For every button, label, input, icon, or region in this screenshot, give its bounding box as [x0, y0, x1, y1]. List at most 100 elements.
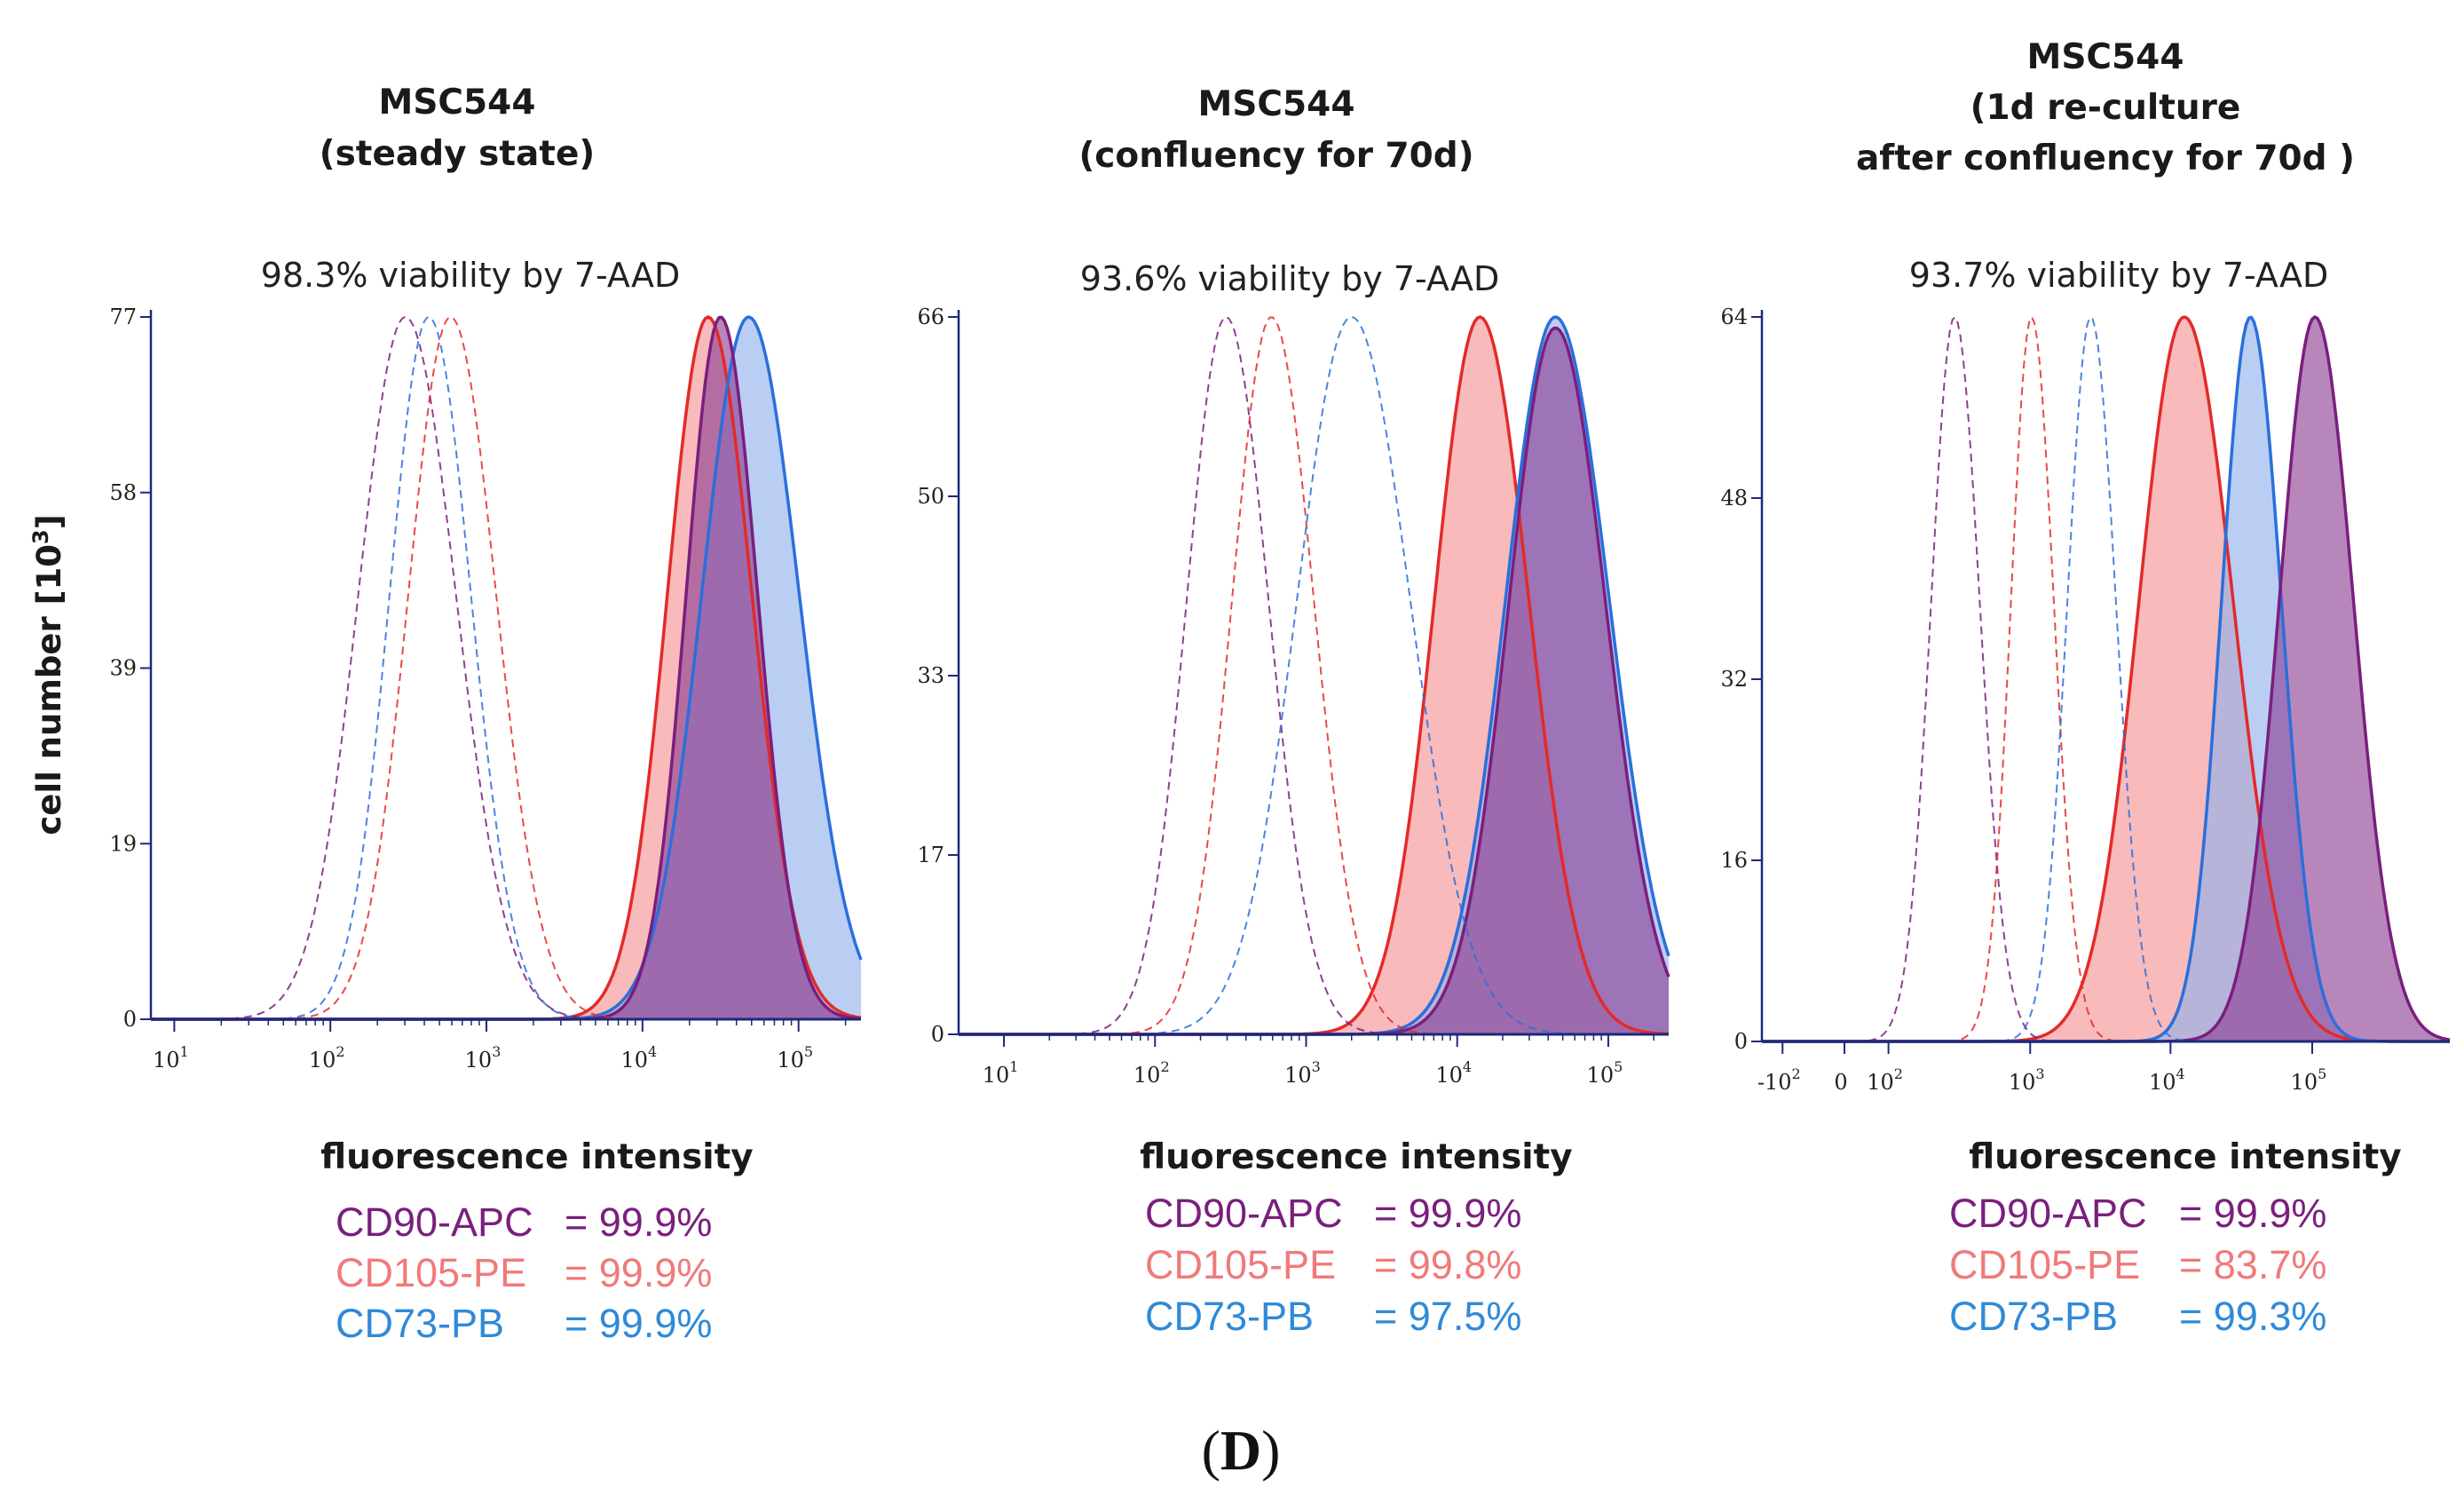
y-axis-label-superscript: 3	[28, 529, 53, 544]
x-tick-base: 10	[983, 1063, 1010, 1088]
x-tick-label: 101	[983, 1058, 1019, 1088]
legend-value-CD105-PE: = 83.7%	[2179, 1242, 2326, 1287]
y-tick-label: 64	[1720, 305, 1748, 329]
x-axis-label: fluorescence intensity	[320, 1137, 753, 1177]
y-tick-label: 66	[917, 305, 944, 329]
x-tick-label: 0	[1834, 1070, 1847, 1095]
y-tick-label: 48	[1720, 486, 1748, 511]
x-tick-base: 10	[1587, 1063, 1615, 1088]
filled-histogram-CD90-APC	[959, 328, 1669, 1034]
legend-value-CD90-APC: = 99.9%	[2179, 1191, 2326, 1236]
y-tick-label: 50	[917, 484, 944, 509]
isotype-control-CD90-APC	[151, 315, 861, 1020]
histogram-panel-1: MSC544 (steady state) 98.3% viability by 7…	[109, 83, 863, 1346]
x-tick-exponent: 5	[2318, 1065, 2326, 1082]
panel-title-line: after confluency for 70d )	[1856, 139, 2355, 178]
legend-label-CD105-PE: CD105-PE	[1949, 1242, 2140, 1287]
histogram-panel-2: MSC544 (confluency for 70d) 93.6% viabilit…	[917, 84, 1670, 1339]
x-tick-exponent: 2	[1894, 1065, 1903, 1082]
x-tick-exponent: 2	[336, 1043, 344, 1060]
x-tick-base: 10	[309, 1048, 336, 1073]
x-tick-exponent: 3	[1312, 1058, 1321, 1075]
legend-label-CD73-PB: CD73-PB	[1145, 1294, 1314, 1339]
x-tick-base: 10	[465, 1048, 493, 1073]
viability-label: 93.7% viability by 7-AAD	[1909, 256, 2328, 295]
x-tick-exponent: 4	[2176, 1065, 2185, 1082]
legend-label-CD90-APC: CD90-APC	[1949, 1191, 2147, 1236]
panel-title-line: (confluency for 70d)	[1078, 136, 1473, 176]
panel-title-line: (1d re-culture	[1970, 88, 2241, 128]
x-tick-base: 0	[1834, 1070, 1847, 1095]
x-tick-label: 104	[1435, 1058, 1472, 1088]
viability-label: 93.6% viability by 7-AAD	[1080, 259, 1499, 298]
x-tick-label: 102	[1867, 1065, 1903, 1095]
filled-histogram-CD90-APC	[1762, 317, 2450, 1041]
legend-label-CD90-APC: CD90-APC	[336, 1199, 533, 1245]
x-tick-label: -102	[1757, 1065, 1801, 1095]
x-tick-label: 101	[153, 1043, 189, 1073]
legend-label-CD105-PE: CD105-PE	[336, 1250, 526, 1295]
x-tick-base: 10	[2149, 1070, 2176, 1095]
y-tick-label: 16	[1720, 848, 1748, 873]
filled-histogram-CD90-APC	[151, 317, 861, 1019]
histogram-panel-3: MSC544 (1d re-culture after confluency for…	[1720, 37, 2451, 1339]
x-tick-base: 10	[1284, 1063, 1312, 1088]
x-tick-label: 102	[309, 1043, 345, 1073]
x-tick-base: 10	[2009, 1070, 2036, 1095]
x-tick-base: 10	[1435, 1063, 1463, 1088]
x-tick-label: 104	[620, 1043, 657, 1073]
legend-value-CD90-APC: = 99.9%	[565, 1199, 712, 1245]
x-tick-label: 103	[1284, 1058, 1321, 1088]
panel-title-line: MSC544	[379, 83, 536, 123]
legend-label-CD105-PE: CD105-PE	[1145, 1242, 1336, 1287]
x-tick-label: 105	[777, 1043, 813, 1073]
panel-label-letter: D	[1220, 1419, 1261, 1482]
x-tick-label: 103	[2009, 1065, 2045, 1095]
x-tick-base: 10	[620, 1048, 648, 1073]
panel-title-line: MSC544	[1198, 84, 1355, 124]
x-tick-label: 105	[2291, 1065, 2327, 1095]
y-tick-label: 0	[1734, 1029, 1748, 1054]
x-tick-exponent: 2	[1791, 1065, 1800, 1082]
x-tick-exponent: 3	[492, 1043, 501, 1060]
y-tick-label: 19	[109, 831, 137, 856]
x-tick-base: 10	[1133, 1063, 1161, 1088]
panel-label-close: )	[1261, 1419, 1280, 1482]
legend-value-CD73-PB: = 99.9%	[565, 1301, 712, 1346]
legend-label-CD90-APC: CD90-APC	[1145, 1191, 1343, 1236]
x-tick-label: 102	[1133, 1058, 1170, 1088]
legend-label-CD73-PB: CD73-PB	[1949, 1294, 2118, 1339]
y-tick-label: 17	[917, 843, 944, 867]
y-tick-label: 58	[109, 480, 137, 505]
x-tick-exponent: 4	[648, 1043, 657, 1060]
y-axis-label-text: cell number [10	[30, 544, 68, 835]
x-tick-base: 10	[2291, 1070, 2318, 1095]
legend-value-CD90-APC: = 99.9%	[1374, 1191, 1521, 1236]
x-tick-exponent: 2	[1160, 1058, 1169, 1075]
x-tick-exponent: 5	[804, 1043, 813, 1060]
legend-value-CD105-PE: = 99.8%	[1374, 1242, 1521, 1287]
legend-value-CD73-PB: = 99.3%	[2179, 1294, 2326, 1339]
x-tick-exponent: 5	[1614, 1058, 1623, 1075]
panel-label-open: (	[1202, 1419, 1220, 1482]
x-tick-base: 10	[1867, 1070, 1894, 1095]
legend-value-CD105-PE: = 99.9%	[565, 1250, 712, 1295]
x-axis-label: fluorescence intensity	[1969, 1137, 2401, 1177]
panel-title-line: (steady state)	[320, 134, 595, 174]
legend-value-CD73-PB: = 97.5%	[1374, 1294, 1521, 1339]
y-axis-label-bracket: ]	[30, 514, 68, 529]
y-axis-label: cell number [103]	[28, 514, 68, 835]
x-tick-base: 10	[777, 1048, 804, 1073]
y-tick-label: 39	[109, 656, 137, 681]
x-tick-label: 105	[1587, 1058, 1623, 1088]
x-tick-label: 104	[2149, 1065, 2185, 1095]
viability-label: 98.3% viability by 7-AAD	[261, 256, 680, 295]
x-tick-base: 10	[153, 1048, 180, 1073]
y-tick-label: 77	[109, 305, 137, 329]
y-tick-label: 33	[917, 663, 944, 688]
y-tick-label: 0	[931, 1022, 944, 1047]
panel-title-line: MSC544	[2027, 37, 2184, 77]
legend-label-CD73-PB: CD73-PB	[336, 1301, 504, 1346]
